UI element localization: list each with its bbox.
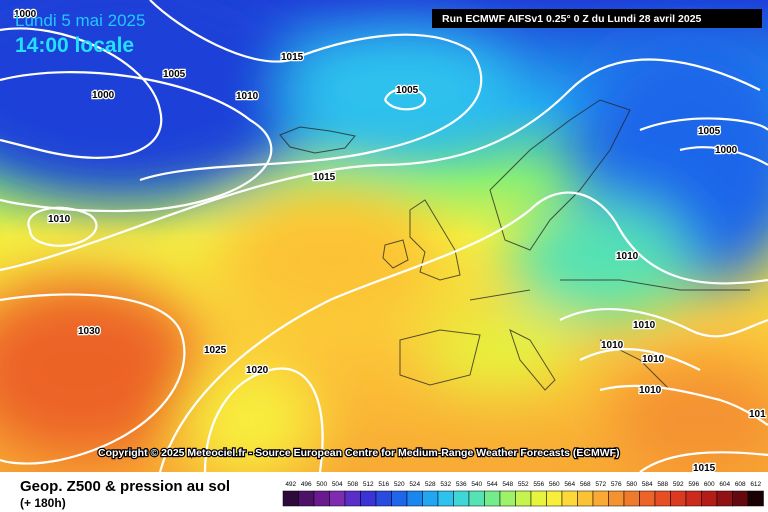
isobar-labels: 1000 1005 1015 1010 1000 1005 1005 1000 1015 1010… xyxy=(13,8,768,472)
isobars xyxy=(0,0,768,472)
legend-label: 592 xyxy=(673,481,684,488)
legend-swatch xyxy=(701,490,718,507)
legend-label: 512 xyxy=(363,481,374,488)
legend-label: 576 xyxy=(611,481,622,488)
legend-swatch xyxy=(530,490,547,507)
field-shading xyxy=(0,0,768,472)
map: 1000 1005 1015 1010 1000 1005 1005 1000 1015 1010… xyxy=(0,0,768,472)
isobar-label: 1020 xyxy=(246,365,269,376)
legend-label: 588 xyxy=(657,481,668,488)
isobar-label: 1010 xyxy=(236,91,259,102)
legend-label: 524 xyxy=(409,481,420,488)
footer-subtitle: (+ 180h) xyxy=(20,496,66,510)
legend-swatch xyxy=(329,490,346,507)
legend-label: 556 xyxy=(533,481,544,488)
legend-label: 560 xyxy=(549,481,560,488)
legend-label: 584 xyxy=(642,481,653,488)
legend-swatch xyxy=(375,490,392,507)
legend-swatch xyxy=(437,490,454,507)
legend-label: 612 xyxy=(750,481,761,488)
legend-label: 516 xyxy=(378,481,389,488)
legend-swatch xyxy=(360,490,377,507)
legend-swatch xyxy=(716,490,733,507)
legend-label: 520 xyxy=(394,481,405,488)
legend-swatch xyxy=(561,490,578,507)
isobar-label: 1010 xyxy=(633,320,656,331)
legend-swatch xyxy=(406,490,423,507)
legend-swatch xyxy=(313,490,330,507)
legend-swatch xyxy=(670,490,687,507)
legend-swatch xyxy=(298,490,315,507)
isobar-label: 1015 xyxy=(693,463,716,472)
legend-swatch xyxy=(592,490,609,507)
legend-swatch xyxy=(747,490,764,507)
isobar-label: 101 xyxy=(749,409,766,420)
coastlines xyxy=(279,99,750,391)
legend-label: 568 xyxy=(580,481,591,488)
run-box xyxy=(432,9,762,28)
isobar-label: 1000 xyxy=(14,9,37,20)
isobar-label: 1010 xyxy=(48,214,71,225)
legend-swatch xyxy=(282,490,299,507)
legend-swatch xyxy=(422,490,439,507)
legend-label: 552 xyxy=(518,481,529,488)
legend-label: 508 xyxy=(347,481,358,488)
legend-swatch xyxy=(608,490,625,507)
legend-label: 540 xyxy=(471,481,482,488)
legend-swatch xyxy=(391,490,408,507)
legend-label: 580 xyxy=(626,481,637,488)
isobar-label: 1010 xyxy=(642,354,665,365)
legend-label: 528 xyxy=(425,481,436,488)
copyright: Copyright © 2025 Meteociel.fr - Source E… xyxy=(98,447,620,459)
isobar-label: 1000 xyxy=(715,145,738,156)
footer: Geop. Z500 & pression au sol (+ 180h) 49… xyxy=(20,478,764,510)
legend-swatch xyxy=(453,490,470,507)
legend-label: 496 xyxy=(301,481,312,488)
legend-swatch xyxy=(546,490,563,507)
legend-swatch xyxy=(732,490,749,507)
color-legend: 492 496 500 504 508 512 516 520 524 528 532 536 540 5… xyxy=(282,481,764,507)
isobar-label: 1030 xyxy=(78,326,101,337)
legend-label: 532 xyxy=(440,481,451,488)
legend-label: 564 xyxy=(564,481,575,488)
legend-label: 572 xyxy=(595,481,606,488)
isobar-label: 1015 xyxy=(281,52,304,63)
legend-swatch xyxy=(654,490,671,507)
legend-swatch xyxy=(515,490,532,507)
isobar-label: 1005 xyxy=(163,69,186,80)
legend-label: 500 xyxy=(316,481,327,488)
legend-swatch xyxy=(484,490,501,507)
legend-label: 536 xyxy=(456,481,467,488)
isobar-label: 1015 xyxy=(313,172,336,183)
legend-label: 596 xyxy=(688,481,699,488)
date-label: Lundi 5 mai 2025 xyxy=(15,11,145,30)
legend-label: 548 xyxy=(502,481,513,488)
legend-swatch xyxy=(685,490,702,507)
legend-label: 600 xyxy=(704,481,715,488)
legend-label: 492 xyxy=(285,481,296,488)
legend-swatch xyxy=(639,490,656,507)
isobar-label: 1025 xyxy=(204,345,227,356)
footer-title: Geop. Z500 & pression au sol xyxy=(20,478,230,495)
legend-label: 608 xyxy=(735,481,746,488)
legend-swatch xyxy=(499,490,516,507)
isobar-label: 1010 xyxy=(601,340,624,351)
run-label: Run ECMWF AIFSv1 0.25° 0 Z du Lundi 28 a… xyxy=(442,13,702,25)
legend-label: 504 xyxy=(332,481,343,488)
isobar-label: 1005 xyxy=(396,85,419,96)
legend-label: 604 xyxy=(719,481,730,488)
isobar-label: 1005 xyxy=(698,126,721,137)
time-label: 14:00 locale xyxy=(15,34,134,57)
legend-label: 544 xyxy=(487,481,498,488)
isobar-label: 1010 xyxy=(616,251,639,262)
legend-swatch xyxy=(577,490,594,507)
legend-swatch xyxy=(468,490,485,507)
legend-swatch xyxy=(623,490,640,507)
legend-swatch xyxy=(344,490,361,507)
isobar-label: 1010 xyxy=(639,385,662,396)
isobar-label: 1000 xyxy=(92,90,115,101)
